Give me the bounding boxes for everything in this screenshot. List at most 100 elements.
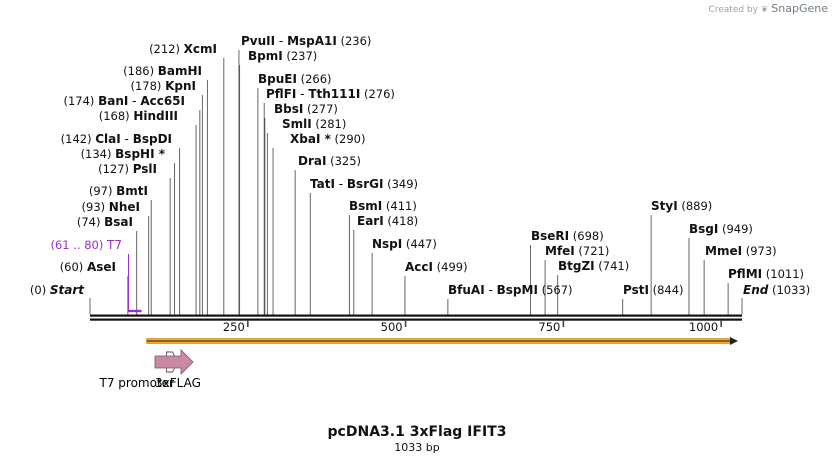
site-bsgi[interactable]: BsgI (949) <box>689 222 753 236</box>
site-hindiii[interactable]: (168) HindIII <box>99 109 178 123</box>
site-bpuei[interactable]: BpuEI (266) <box>258 72 332 86</box>
site-btgzi[interactable]: BtgZI (741) <box>558 259 629 273</box>
site-mmei[interactable]: MmeI (973) <box>705 244 777 258</box>
site-name-bsphi: BspHI * <box>115 147 166 161</box>
site-bmti[interactable]: (97) BmtI <box>89 184 148 198</box>
site-eari[interactable]: EarI (418) <box>357 214 418 228</box>
site-pos-bpuei: (266) <box>297 72 332 86</box>
site-bbsi[interactable]: BbsI (277) <box>274 102 338 116</box>
site-name-bseri: BseRI <box>531 229 569 243</box>
site-name-nhei: NheI <box>109 200 140 214</box>
credit-prefix: Created by <box>708 5 758 15</box>
site-mfei[interactable]: MfeI (721) <box>545 244 609 258</box>
site-bsphi[interactable]: (134) BspHI * <box>81 147 166 161</box>
site-name-smli: SmlI <box>282 117 312 131</box>
scale-ticks: 250 500 750 1000 <box>223 320 722 334</box>
site-name-hindiii: HindIII <box>133 109 178 123</box>
site-pos-bbsi: (277) <box>303 102 338 116</box>
site-asei[interactable]: (60) AseI <box>60 260 116 274</box>
sequence-title: pcDNA3.1 3xFlag IFIT3 <box>327 424 507 440</box>
site-styi[interactable]: StyI (889) <box>651 199 712 213</box>
site-name-psti: PstI <box>623 283 649 297</box>
site-pos-bseri: (698) <box>569 229 604 243</box>
site-pos-mmei: (973) <box>742 244 777 258</box>
site-name-nspi: NspI <box>372 237 402 251</box>
site-nspi[interactable]: NspI (447) <box>372 237 437 251</box>
site-pflmi[interactable]: PflMI (1011) <box>728 267 804 281</box>
backbone-strand-top <box>90 314 742 317</box>
site-pos-drai: (325) <box>326 154 361 168</box>
snapgene-credit: Created by ❦ SnapGene <box>708 2 828 15</box>
site-name-xbai: XbaI * <box>290 132 332 146</box>
site-tati-bsrgi[interactable]: TatI - BsrGI (349) <box>310 177 418 191</box>
site-xcmi[interactable]: (212) XcmI <box>149 42 217 56</box>
site-name-tati: TatI <box>310 177 335 191</box>
site-pos-tati-bsrgi: (349) <box>383 177 418 191</box>
site-pos-hindiii: (168) <box>99 109 134 123</box>
site-sep: - <box>485 283 497 297</box>
site-bsai[interactable]: (74) BsaI <box>77 215 133 229</box>
site-name-eari: EarI <box>357 214 384 228</box>
site-pos-bsai: (74) <box>77 215 104 229</box>
ifit3-orf-feature[interactable] <box>146 337 738 345</box>
site-pflfi-tth111i[interactable]: PflFI - Tth111I (276) <box>266 87 395 101</box>
site-pos-bsmi: (411) <box>382 199 417 213</box>
site-bani-acc65i[interactable]: (174) BanI - Acc65I <box>63 94 185 108</box>
t7-primer-label[interactable]: (61 .. 80) T7 <box>51 238 123 252</box>
t7-primer-range: (61 .. 80) <box>51 238 108 252</box>
site-pos-kpni: (178) <box>131 79 166 93</box>
site-acci[interactable]: AccI (499) <box>405 260 468 274</box>
flag-tag-feature[interactable]: 3xFLAG <box>154 349 201 390</box>
scale-tick-label-500: 500 <box>381 320 403 334</box>
start-pos: (0) <box>30 283 50 297</box>
site-drai[interactable]: DraI (325) <box>298 154 361 168</box>
site-smli[interactable]: SmlI (281) <box>282 117 346 131</box>
backbone-strand-bottom <box>90 318 742 321</box>
snapgene-logo-icon: ❦ <box>760 5 769 15</box>
site-bfuai-bspmi[interactable]: BfuAI - BspMI (567) <box>448 283 573 297</box>
end-label: End (1033) <box>743 283 810 297</box>
site-name-drai: DraI <box>298 154 326 168</box>
site-psti[interactable]: PstI (844) <box>623 283 684 297</box>
site-name-bsmi: BsmI <box>349 199 382 213</box>
site-name-xcmi: XcmI <box>184 42 217 56</box>
sequence-map: (60) AseI (74) BsaI(93) NheI (97) BmtI (127… <box>30 34 810 390</box>
t7-promoter-label: T7 promoter <box>99 376 175 390</box>
site-sep: - <box>275 34 287 48</box>
site-clai-bspdi[interactable]: (142) ClaI - BspDI <box>61 132 172 146</box>
site-pos-nspi: (447) <box>402 237 437 251</box>
site-psli[interactable]: (127) PslI <box>98 162 157 176</box>
site-pos-btgzi: (741) <box>595 259 630 273</box>
site-nhei[interactable]: (93) NheI <box>82 200 140 214</box>
site-bpmi[interactable]: BpmI (237) <box>248 49 317 63</box>
site-pos-psti: (844) <box>649 283 684 297</box>
t7-primer-name: T7 <box>106 238 122 252</box>
site-pos-bani-acc65i: (174) <box>63 94 98 108</box>
site-name-bani: BanI <box>98 94 128 108</box>
site-pos-pvuii-mspa1i: (236) <box>337 34 372 48</box>
site-bseri[interactable]: BseRI (698) <box>531 229 604 243</box>
site-pos-acci: (499) <box>433 260 468 274</box>
site-name-bpmi: BpmI <box>248 49 283 63</box>
scale-tick-label-750: 750 <box>538 320 560 334</box>
site-pos-clai-bspdi: (142) <box>61 132 96 146</box>
site-name-bpuei: BpuEI <box>258 72 297 86</box>
flag-arrow-icon[interactable] <box>154 349 194 375</box>
site-pos-pflfi-tth111i: (276) <box>360 87 395 101</box>
site-name-bbsi: BbsI <box>274 102 303 116</box>
site-kpni[interactable]: (178) KpnI <box>131 79 197 93</box>
site-pvuii-mspa1i[interactable]: PvuII - MspA1I (236) <box>241 34 371 48</box>
site-pos-eari: (418) <box>384 214 419 228</box>
site-name-asei: AseI <box>87 260 116 274</box>
site-name-clai: ClaI <box>95 132 120 146</box>
site-name-kpni: KpnI <box>165 79 196 93</box>
site-name-mfei: MfeI <box>545 244 575 258</box>
start-label: (0) Start <box>30 283 85 297</box>
site-pos-smli: (281) <box>312 117 347 131</box>
site-leaders <box>89 50 743 315</box>
site-name-bsgi: BsgI <box>689 222 718 236</box>
site-bamhi[interactable]: (186) BamHI <box>123 64 202 78</box>
scale-tick-label-250: 250 <box>223 320 245 334</box>
site-bsmi[interactable]: BsmI (411) <box>349 199 417 213</box>
site-xbai[interactable]: XbaI * (290) <box>290 132 365 146</box>
